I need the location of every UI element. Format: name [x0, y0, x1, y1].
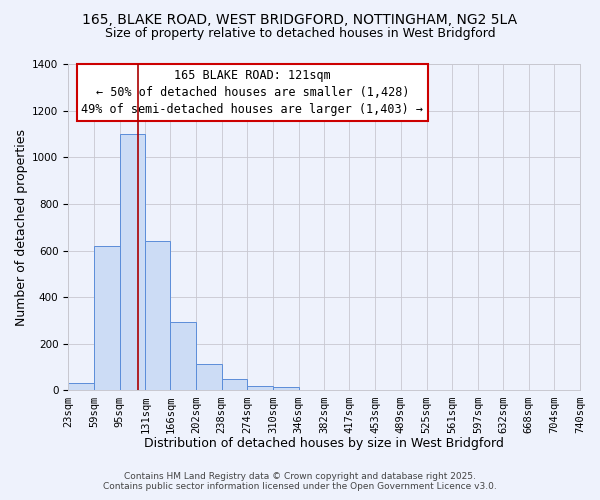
Bar	[221, 379, 247, 390]
Bar	[145, 241, 170, 390]
Text: Contains public sector information licensed under the Open Government Licence v3: Contains public sector information licen…	[103, 482, 497, 491]
X-axis label: Distribution of detached houses by size in West Bridgford: Distribution of detached houses by size …	[144, 437, 504, 450]
Y-axis label: Number of detached properties: Number of detached properties	[15, 128, 28, 326]
Text: 165, BLAKE ROAD, WEST BRIDGFORD, NOTTINGHAM, NG2 5LA: 165, BLAKE ROAD, WEST BRIDGFORD, NOTTING…	[82, 12, 518, 26]
Bar	[68, 384, 94, 390]
Bar	[170, 322, 196, 390]
Bar	[94, 246, 119, 390]
Text: Size of property relative to detached houses in West Bridgford: Size of property relative to detached ho…	[104, 28, 496, 40]
Bar	[119, 134, 145, 390]
Text: 165 BLAKE ROAD: 121sqm
← 50% of detached houses are smaller (1,428)
49% of semi-: 165 BLAKE ROAD: 121sqm ← 50% of detached…	[82, 69, 424, 116]
Bar	[247, 386, 273, 390]
Bar	[196, 364, 221, 390]
Bar	[273, 387, 299, 390]
Text: Contains HM Land Registry data © Crown copyright and database right 2025.: Contains HM Land Registry data © Crown c…	[124, 472, 476, 481]
